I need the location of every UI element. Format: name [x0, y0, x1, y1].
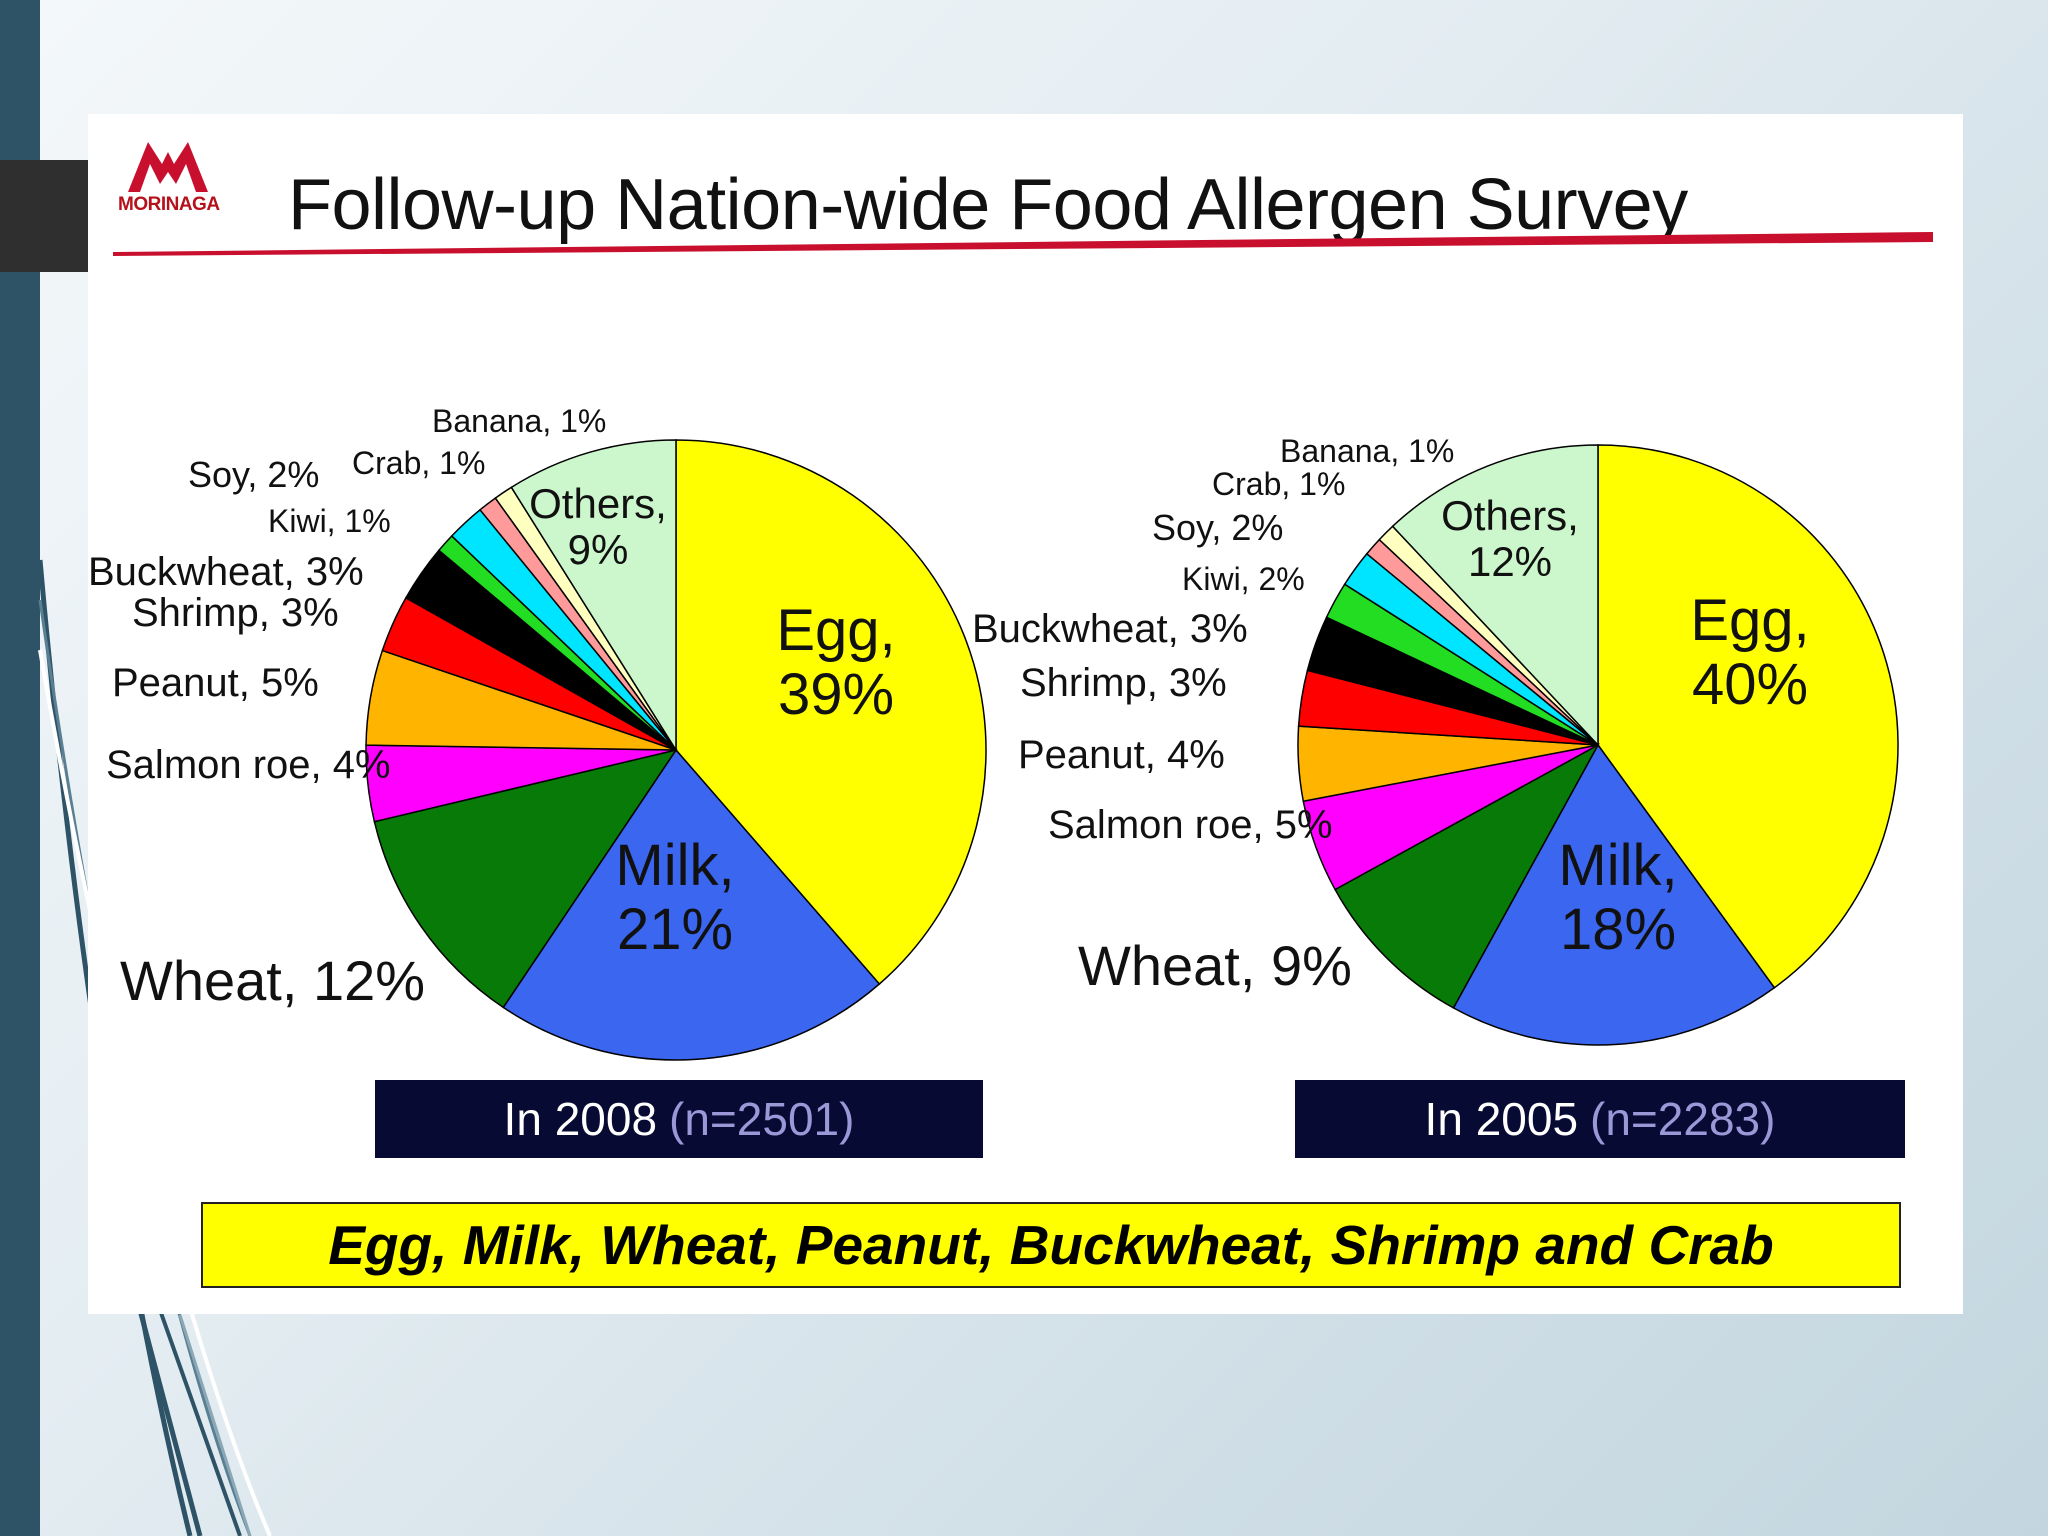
- label-peanut-0: Peanut, 5%: [112, 661, 319, 705]
- label-soy-1: Soy, 2%: [1152, 507, 1283, 548]
- pie-chart-0: Egg, 39% Milk, 21% Wheat, 12% Salmon roe, 4% P…: [88, 403, 987, 1061]
- label-buckwheat-0: Buckwheat, 3%: [88, 550, 364, 594]
- label-others-0: Others, 9%: [529, 480, 667, 573]
- label-banana-0: Banana, 1%: [432, 403, 606, 439]
- label-milk-0: Milk, 21%: [615, 833, 734, 962]
- slice-milk-0: [502, 748, 881, 1061]
- label-shrimp-1: Shrimp, 3%: [1020, 661, 1227, 705]
- slice-milk-1: [1452, 743, 1776, 1046]
- morinaga-logo-icon: [128, 142, 208, 192]
- label-crab-1: Crab, 1%: [1212, 466, 1345, 502]
- caption-2005: In 2005 (n=2283): [1295, 1080, 1905, 1158]
- label-kiwi-0: Kiwi, 1%: [268, 503, 391, 539]
- allergen-banner: Egg, Milk, Wheat, Peanut, Buckwheat, Shr…: [201, 1202, 1901, 1288]
- caption-2005-n: (n=2283): [1590, 1093, 1776, 1145]
- title-underline: [113, 232, 1933, 256]
- label-peanut-1: Peanut, 4%: [1018, 733, 1225, 777]
- slice-wheat-0: [373, 748, 678, 1009]
- slice-others-1: [1391, 444, 1599, 747]
- label-shrimp-0: Shrimp, 3%: [132, 591, 339, 635]
- slide-tab-marker: [0, 160, 88, 272]
- caption-2008-n: (n=2501): [669, 1093, 855, 1145]
- label-milk-1: Milk, 18%: [1558, 833, 1677, 962]
- label-egg-1: Egg, 40%: [1690, 588, 1809, 717]
- slice-egg-0: [675, 439, 987, 986]
- logo-text: MORINAGA: [118, 194, 220, 215]
- label-crab-0: Crab, 1%: [352, 445, 485, 481]
- caption-2008: In 2008 (n=2501): [375, 1080, 983, 1158]
- label-salmon-roe-1: Salmon roe, 5%: [1048, 803, 1333, 847]
- caption-2005-year: In 2005: [1424, 1093, 1579, 1145]
- slice-others-0: [510, 439, 677, 753]
- label-buckwheat-1: Buckwheat, 3%: [972, 607, 1248, 651]
- slice-egg-1: [1597, 444, 1899, 989]
- slide-title: Follow-up Nation-wide Food Allergen Surv…: [288, 165, 1688, 245]
- label-wheat-0: Wheat, 12%: [120, 949, 425, 1012]
- label-wheat-1: Wheat, 9%: [1078, 934, 1352, 997]
- label-salmon-roe-0: Salmon roe, 4%: [106, 743, 391, 787]
- label-soy-0: Soy, 2%: [188, 454, 319, 495]
- slice-wheat-1: [1334, 743, 1600, 1009]
- label-kiwi-1: Kiwi, 2%: [1182, 561, 1305, 597]
- caption-2008-year: In 2008: [503, 1093, 658, 1145]
- label-egg-0: Egg, 39%: [776, 598, 895, 727]
- pie-chart-1: Egg, 40%Milk, 18% Wheat, 9% Salmon roe, 5% Pe…: [972, 433, 1899, 1046]
- label-banana-1: Banana, 1%: [1280, 433, 1454, 469]
- label-others-1: Others, 12%: [1441, 492, 1579, 585]
